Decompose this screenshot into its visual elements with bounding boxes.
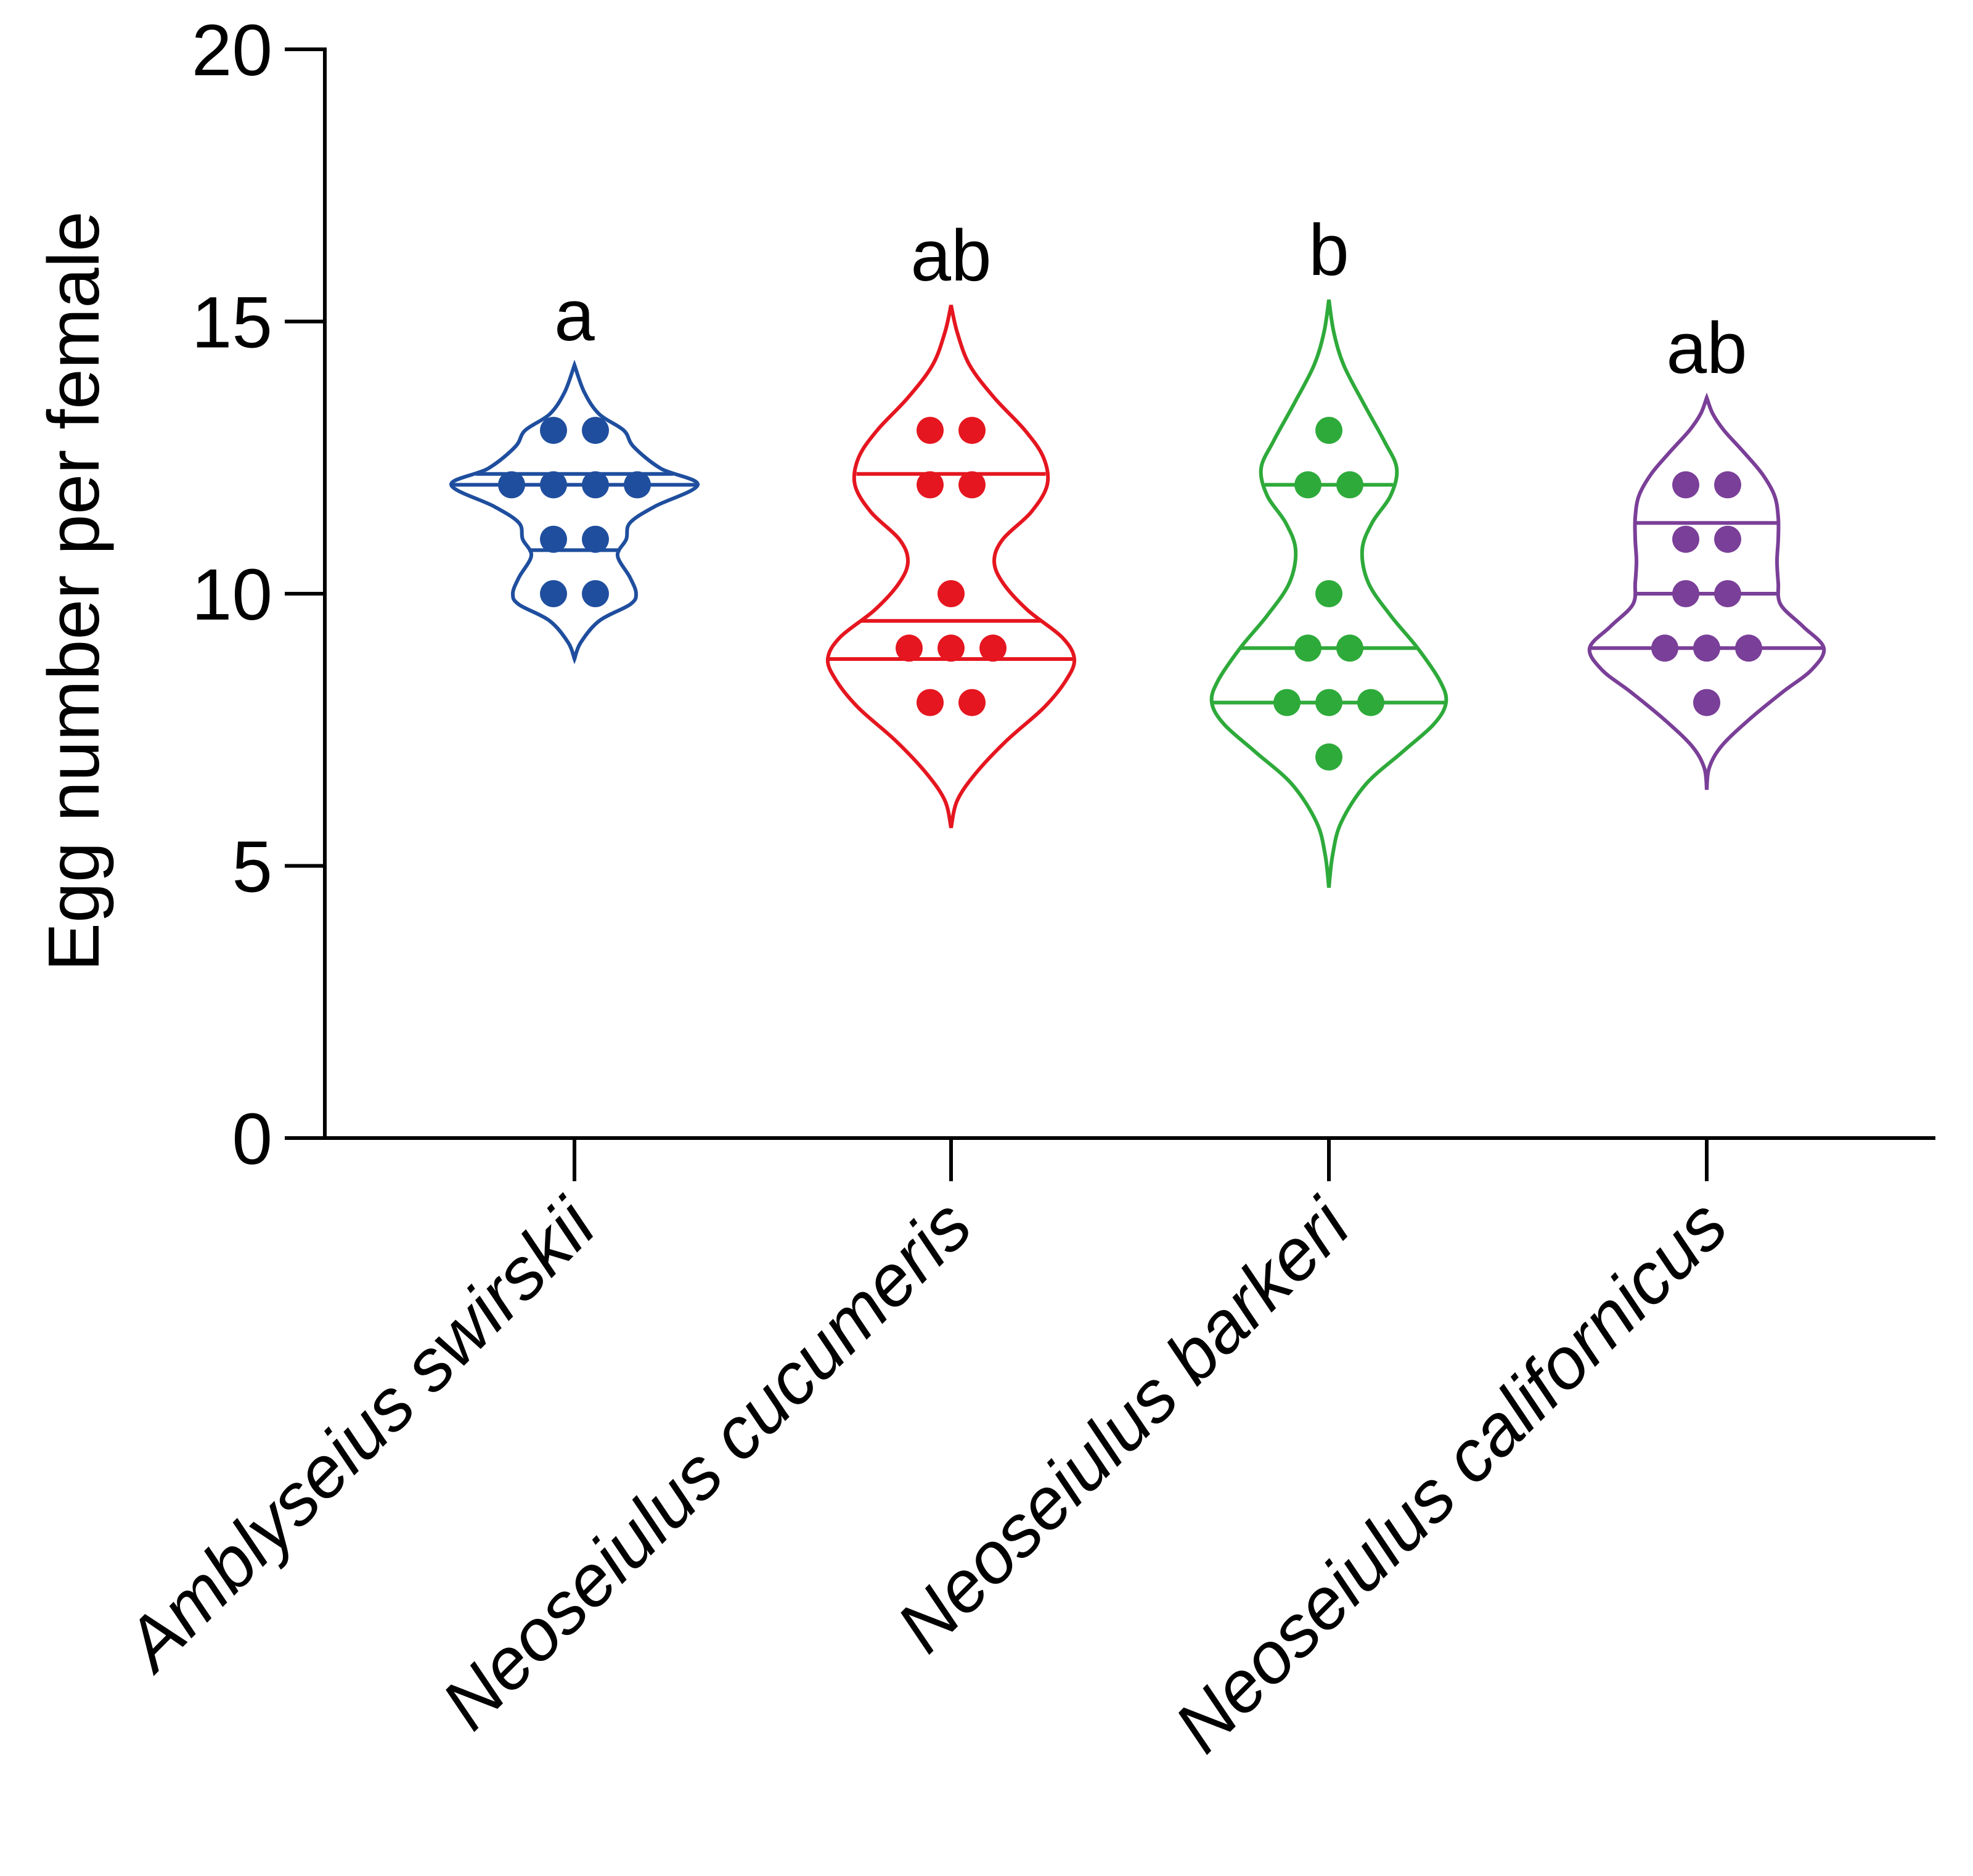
violin-group: a xyxy=(449,275,700,665)
data-point xyxy=(1672,525,1699,553)
data-point xyxy=(540,417,567,444)
violins: a ab b ab xyxy=(449,210,1826,888)
violin-outline xyxy=(449,359,700,665)
x-ticks xyxy=(573,1138,1709,1181)
data-point xyxy=(1672,580,1699,607)
data-point xyxy=(937,580,965,607)
data-point xyxy=(1735,634,1762,662)
y-tick-label: 5 xyxy=(232,827,272,908)
violin-group: ab xyxy=(825,215,1077,829)
data-point xyxy=(917,417,944,444)
data-point xyxy=(1315,689,1342,716)
violin-outline xyxy=(1587,392,1826,790)
data-point xyxy=(1273,689,1301,716)
violin-outline xyxy=(825,305,1077,829)
data-point xyxy=(582,471,609,499)
data-point xyxy=(1336,471,1363,499)
data-point xyxy=(1714,525,1741,553)
data-point xyxy=(624,471,651,499)
data-point xyxy=(1651,634,1678,662)
data-point xyxy=(1693,689,1720,716)
data-point xyxy=(540,580,567,607)
data-point xyxy=(1714,471,1741,499)
data-point xyxy=(540,471,567,499)
y-tick-label: 0 xyxy=(232,1099,272,1180)
y-axis-title: Egg number per female xyxy=(33,211,115,971)
data-point xyxy=(582,580,609,607)
data-point xyxy=(937,634,965,662)
significance-label: ab xyxy=(1666,308,1747,389)
axes: 0 5 10 15 20 Egg number per female xyxy=(33,10,1935,1181)
data-point xyxy=(1672,471,1699,499)
data-point xyxy=(1336,634,1363,662)
y-tick-label: 15 xyxy=(192,282,272,364)
data-point xyxy=(1315,580,1342,607)
data-point xyxy=(498,471,525,499)
y-ticks: 0 5 10 15 20 xyxy=(192,10,325,1180)
data-point xyxy=(1693,634,1720,662)
data-point xyxy=(582,417,609,444)
significance-label: a xyxy=(554,275,595,356)
data-point xyxy=(582,525,609,553)
data-point xyxy=(917,471,944,499)
data-point xyxy=(958,689,986,716)
data-point xyxy=(1315,417,1342,444)
significance-label: b xyxy=(1309,210,1349,291)
y-tick-label: 20 xyxy=(192,10,272,91)
data-point xyxy=(979,634,1007,662)
violin-group: ab xyxy=(1587,308,1826,790)
data-point xyxy=(1315,743,1342,771)
data-point xyxy=(1357,689,1384,716)
data-point xyxy=(540,525,567,553)
data-point xyxy=(896,634,923,662)
y-tick-label: 10 xyxy=(192,554,272,636)
significance-label: ab xyxy=(910,215,991,297)
data-point xyxy=(958,471,986,499)
data-point xyxy=(958,417,986,444)
violin-group: b xyxy=(1209,210,1448,888)
violin-outline xyxy=(1209,299,1448,888)
data-point xyxy=(1294,634,1321,662)
data-point xyxy=(917,689,944,716)
data-point xyxy=(1714,580,1741,607)
data-point xyxy=(1294,471,1321,499)
